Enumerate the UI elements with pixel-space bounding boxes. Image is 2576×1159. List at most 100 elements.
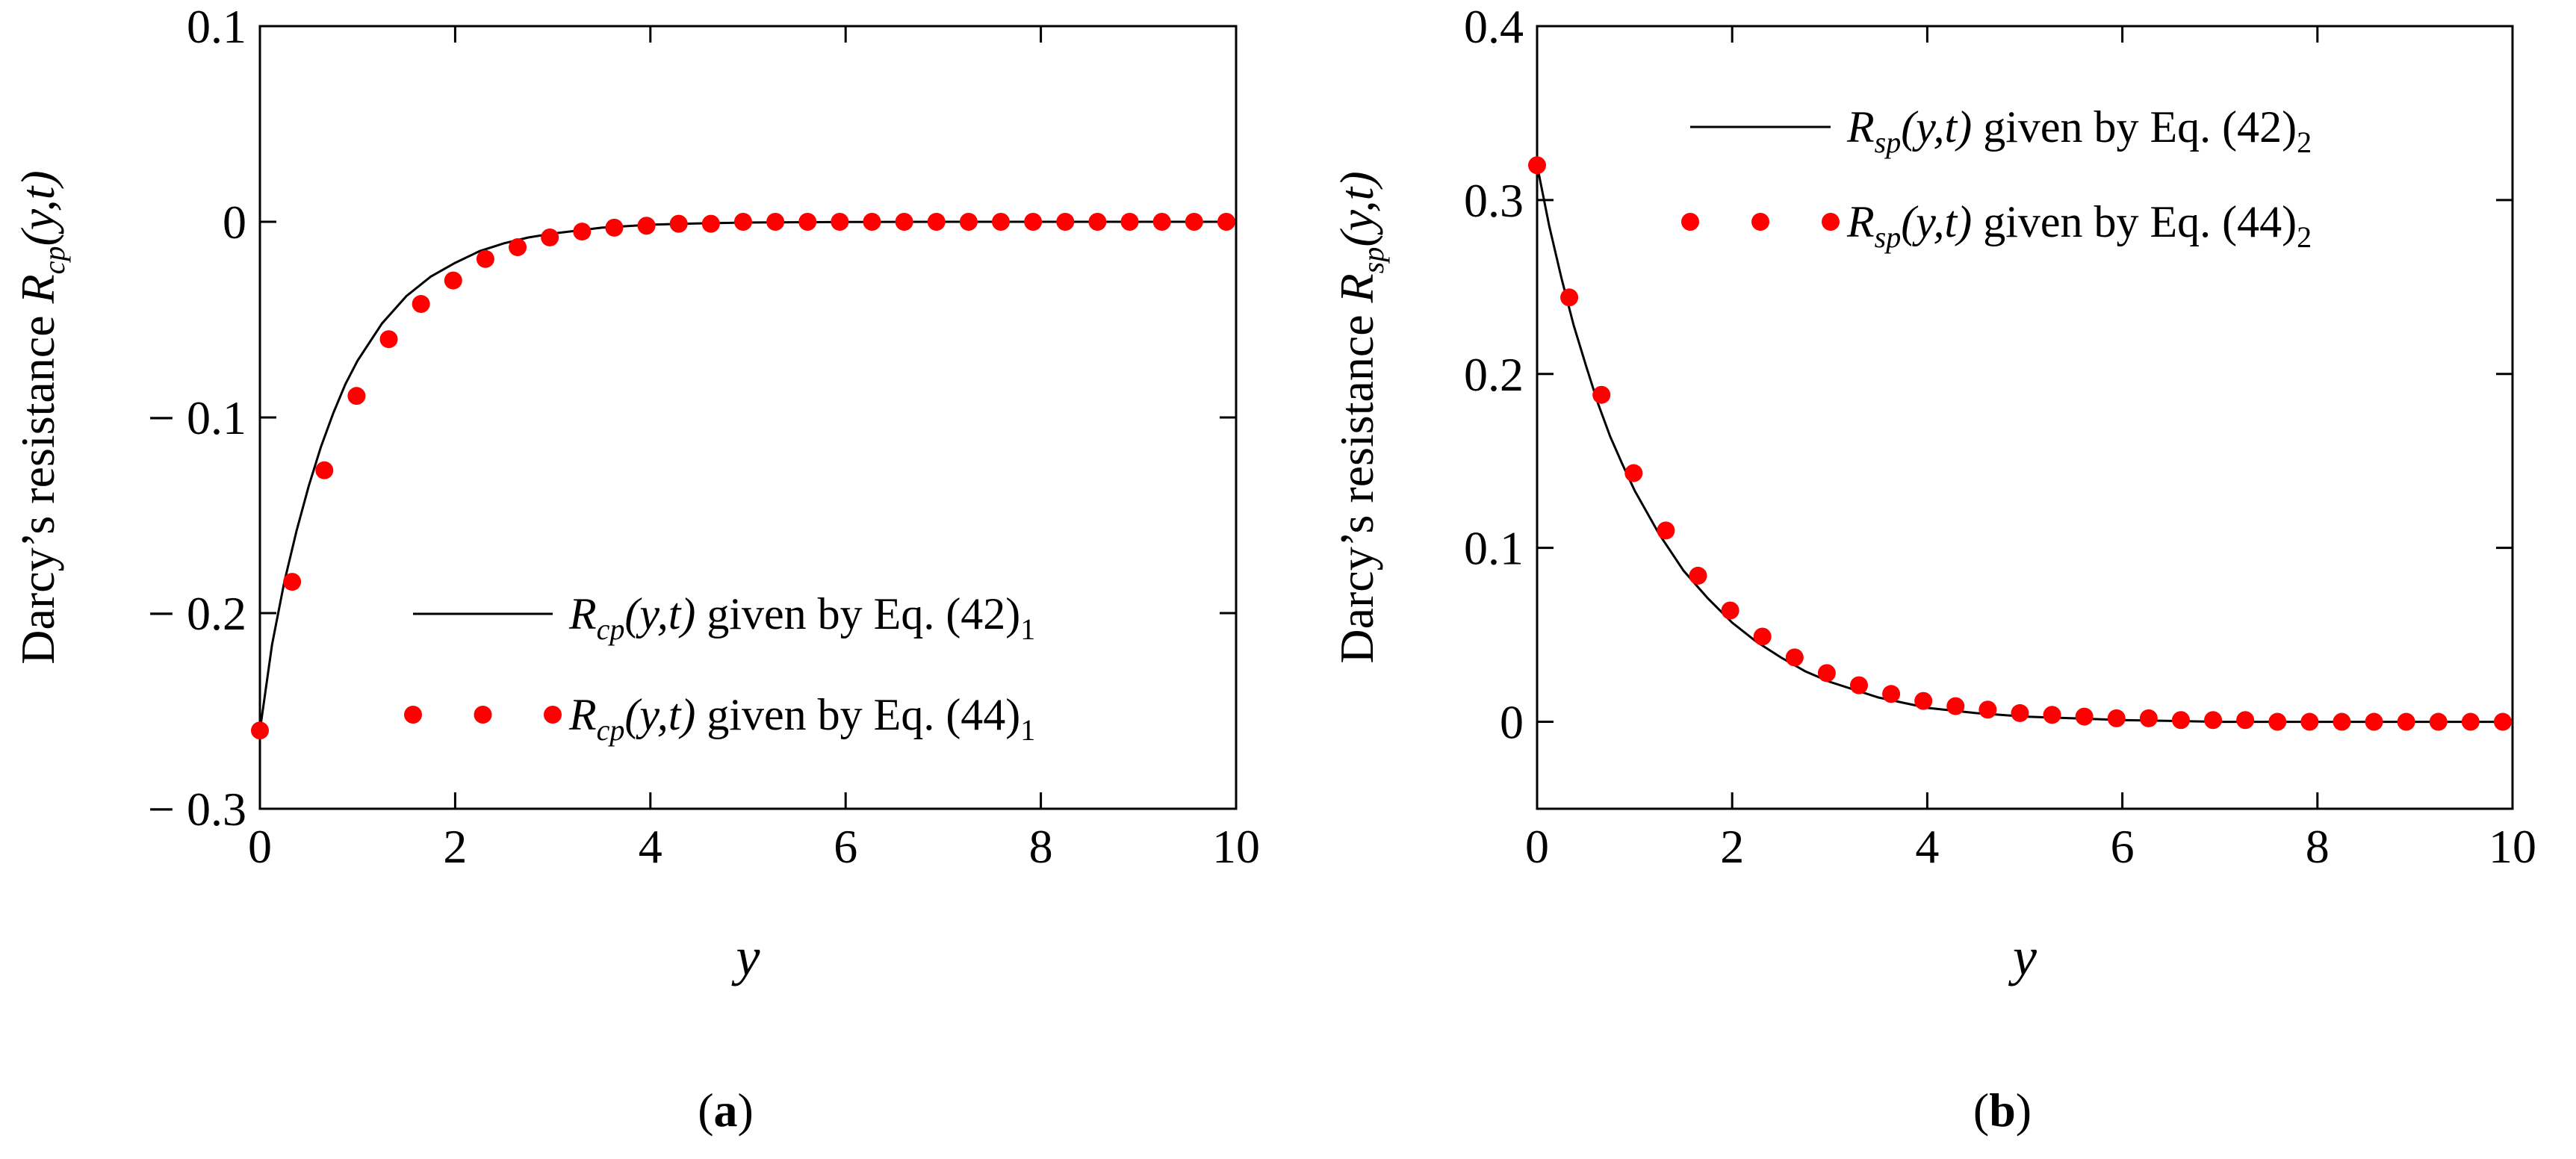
data-point [1592, 385, 1611, 404]
data-point [1914, 692, 1933, 710]
legend: Rcp(y,t) given by Eq. (42)1 Rcp(y,t) give… [404, 589, 1035, 747]
legend-marker-sample [474, 706, 492, 724]
data-point [2461, 712, 2480, 731]
data-point [444, 271, 462, 290]
data-point [2011, 703, 2029, 722]
y-axis-label: Darcy’s resistance Rcp(y,t) [11, 170, 71, 664]
data-point [2204, 711, 2223, 730]
legend-label: Rsp(y,t) given by Eq. (42)2 [1846, 102, 2312, 159]
data-point [1753, 627, 1772, 646]
data-point [863, 213, 881, 231]
data-point [2300, 712, 2319, 731]
data-point [509, 238, 527, 257]
x-tick-label: 6 [2111, 820, 2135, 873]
data-point [412, 295, 430, 314]
x-tick-label: 8 [1029, 820, 1053, 873]
chart-panel-b: 0 2 4 6 8 10 0.4 0.3 0.2 0.1 0 Rsp(y,t) given by Eq… [1330, 0, 2536, 1137]
data-point [1528, 156, 1546, 175]
data-point [669, 214, 688, 233]
legend-label: Rcp(y,t) given by Eq. (42)1 [568, 589, 1035, 646]
data-point [637, 217, 656, 235]
data-point [541, 228, 559, 246]
legend-label: Rcp(y,t) given by Eq. (44)1 [568, 690, 1035, 747]
data-point [1056, 213, 1075, 231]
data-point [733, 213, 752, 231]
data-point [1657, 521, 1675, 540]
series-line-b [1537, 165, 2513, 724]
y-tick-label: 0.1 [1464, 522, 1524, 575]
data-point [766, 213, 785, 231]
data-point [251, 721, 269, 740]
panel-caption: (a) [698, 1084, 754, 1137]
x-tick-label: 10 [1212, 820, 1260, 873]
y-tick-label: − 0.3 [148, 783, 246, 836]
legend-marker-sample [1822, 213, 1840, 231]
x-tick-label: 10 [2489, 820, 2536, 873]
data-point [1088, 213, 1107, 231]
data-point [2107, 709, 2126, 727]
data-point [283, 573, 302, 591]
data-point [1817, 664, 1836, 683]
y-tick-label: 0.2 [1464, 348, 1524, 401]
y-tick-label: 0 [1500, 696, 1524, 749]
data-point [2268, 712, 2287, 731]
data-point [2493, 712, 2512, 731]
data-point [1185, 213, 1203, 231]
legend-label: Rsp(y,t) given by Eq. (44)2 [1846, 197, 2312, 254]
data-point [2333, 712, 2351, 731]
data-point [2171, 711, 2190, 730]
data-point [315, 461, 334, 479]
y-tick-label: − 0.2 [148, 587, 246, 640]
x-tick-label: 4 [639, 820, 662, 873]
data-point [2139, 709, 2158, 727]
legend-marker-sample [1681, 213, 1699, 231]
data-point [2043, 706, 2061, 724]
y-tick-label: 0.4 [1464, 0, 1524, 53]
series-line-a [260, 220, 1236, 731]
legend: Rsp(y,t) given by Eq. (42)2 Rsp(y,t) give… [1681, 102, 2312, 254]
plot-frame [1536, 25, 2514, 810]
legend-marker-sample [1751, 213, 1769, 231]
data-point [701, 214, 720, 233]
y-tick-label: − 0.1 [148, 391, 246, 444]
x-tick-label: 6 [834, 820, 857, 873]
data-point [1785, 648, 1804, 667]
x-tick-label: 2 [1720, 820, 1744, 873]
data-point [992, 213, 1011, 231]
legend-marker-sample [404, 706, 422, 724]
x-tick-label: 4 [1915, 820, 1939, 873]
data-point [573, 223, 592, 241]
chart-panel-a: 0 2 4 6 8 10 0.1 0 − 0.1 − 0.2 − 0.3 Rcp(y,t) given… [11, 0, 1260, 1137]
data-point [1946, 697, 1965, 715]
data-point [1978, 700, 1997, 719]
data-point [605, 218, 624, 237]
x-tick-label: 2 [443, 820, 467, 873]
data-point [1217, 213, 1235, 231]
legend-marker-sample [544, 706, 562, 724]
data-point [959, 213, 978, 231]
x-tick-label: 0 [1525, 820, 1549, 873]
data-point [798, 213, 817, 231]
data-point [1624, 464, 1643, 482]
data-point [2397, 712, 2415, 731]
data-point [1024, 213, 1043, 231]
data-point [1120, 213, 1139, 231]
data-point [2429, 712, 2448, 731]
data-point [927, 213, 946, 231]
data-point [895, 213, 913, 231]
y-tick-label: 0.1 [187, 0, 246, 53]
data-point [831, 213, 849, 231]
x-tick-label: 8 [2306, 820, 2330, 873]
data-point [1721, 601, 1739, 620]
x-tick-label: 0 [248, 820, 272, 873]
x-axis-label: y [2008, 927, 2037, 986]
data-point [1560, 288, 1579, 307]
x-axis-label: y [731, 927, 760, 986]
y-tick-label: 0.3 [1464, 174, 1524, 227]
data-point [1849, 676, 1868, 695]
y-tick-label: 0 [223, 196, 246, 249]
data-point [1882, 685, 1901, 703]
y-axis-label: Darcy’s resistance Rsp(y,t) [1330, 171, 1390, 663]
data-point [2365, 712, 2383, 731]
